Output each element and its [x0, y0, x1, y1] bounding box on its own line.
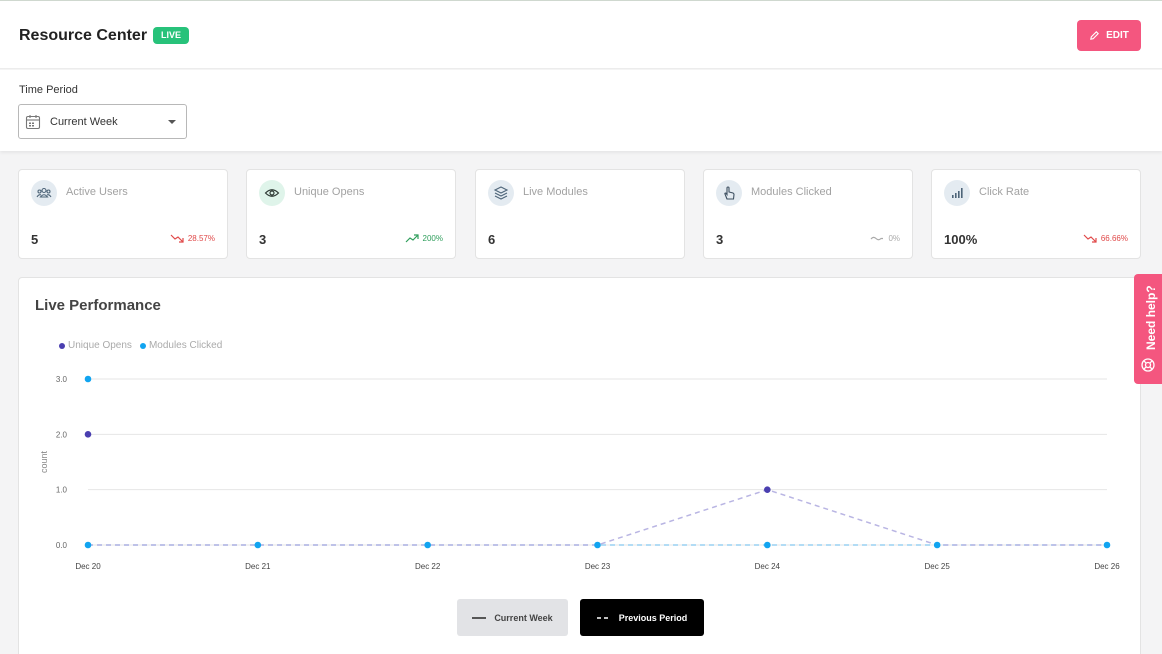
data-point-previous [594, 541, 601, 549]
x-tick-label: Dec 25 [924, 562, 950, 571]
need-help-tab[interactable]: Need help? [1134, 274, 1162, 384]
legend-item[interactable]: Modules Clicked [139, 340, 223, 351]
solid-line-icon [472, 616, 487, 619]
calendar-icon [25, 115, 41, 130]
stat-change-value: 200% [422, 234, 443, 243]
lifebuoy-icon [1141, 358, 1155, 372]
line-chart: 0.0 1.0 2.0 3.0 Dec 20 Dec 21 Dec 22 Dec 23 Dec … [39, 375, 1120, 571]
data-point-previous [1103, 541, 1111, 549]
data-point-previous [424, 541, 431, 549]
current-week-label: Current Week [494, 612, 553, 623]
time-period-label: Time Period [19, 84, 78, 96]
y-tick-label: 2.0 [56, 430, 68, 439]
x-tick-label: Dec 20 [75, 562, 101, 571]
pencil-icon [1090, 31, 1100, 40]
stat-change: 0% [870, 234, 900, 243]
filter-bar: Time Period Current Week [0, 70, 1162, 151]
data-point-previous [84, 541, 92, 549]
previous-period-label: Previous Period [618, 612, 688, 623]
edit-label: EDIT [1106, 30, 1129, 41]
eye-icon [259, 180, 285, 206]
stat-card-modules-clicked: Modules Clicked 3 0% [703, 169, 913, 259]
live-performance-panel: Live Performance Unique Opens Modules Cl… [18, 277, 1141, 654]
legend-swatch [139, 342, 146, 349]
y-tick-label: 1.0 [56, 486, 68, 495]
y-tick-label: 0.0 [56, 541, 68, 550]
stat-value: 3 [259, 232, 267, 247]
time-period-select[interactable]: Current Week [18, 104, 187, 139]
stat-change-value: 28.57% [187, 234, 215, 243]
chevron-down-icon [168, 120, 176, 124]
page-title: Resource Center [19, 27, 148, 44]
top-border [0, 0, 1162, 1]
data-point-current [84, 431, 92, 438]
dashed-line-icon [596, 616, 611, 619]
stat-value: 100% [944, 232, 978, 247]
stat-change: 66.66% [1083, 234, 1128, 243]
x-tick-label: Dec 23 [585, 562, 611, 571]
stat-change: 28.57% [170, 234, 215, 243]
edit-button[interactable]: EDIT [1077, 20, 1141, 51]
layers-icon [488, 180, 514, 206]
data-point-current [84, 375, 92, 383]
trend-down-icon [1083, 234, 1097, 243]
stat-card-active-users: Active Users 5 28.57% [18, 169, 228, 259]
data-point-previous [933, 541, 941, 549]
trend-flat-icon [870, 236, 884, 241]
stat-value: 5 [31, 232, 39, 247]
trend-up-icon [405, 234, 419, 243]
x-tick-label: Dec 22 [415, 562, 441, 571]
stat-label: Live Modules [523, 186, 588, 198]
x-tick-label: Dec 24 [755, 562, 781, 571]
previous-period-toggle[interactable]: Previous Period [580, 599, 704, 636]
trend-down-icon [170, 234, 184, 243]
pointer-icon [716, 180, 742, 206]
y-tick-label: 3.0 [56, 375, 68, 384]
stat-card-click-rate: Click Rate 100% 66.66% [931, 169, 1141, 259]
series-line-previous [88, 488, 1107, 546]
panel-title: Live Performance [35, 297, 161, 314]
legend-swatch [59, 342, 65, 349]
legend-item[interactable]: Unique Opens [59, 340, 132, 351]
chart-legend: Unique Opens Modules Clicked [59, 340, 222, 351]
current-week-toggle[interactable]: Current Week [457, 599, 568, 636]
y-axis-label: count [39, 450, 49, 473]
stat-label: Click Rate [979, 186, 1030, 198]
data-point-previous [254, 541, 262, 549]
stat-label: Unique Opens [294, 186, 365, 198]
page-header: Resource Center LIVE EDIT [0, 1, 1162, 69]
x-tick-label: Dec 26 [1094, 562, 1120, 571]
data-point-previous [764, 486, 771, 493]
stat-value: 6 [488, 232, 496, 247]
data-point-previous [764, 541, 771, 549]
stat-change-value: 66.66% [1100, 234, 1128, 243]
stat-card-live-modules: Live Modules 6 [475, 169, 685, 259]
stat-card-unique-opens: Unique Opens 3 200% [246, 169, 456, 259]
time-period-value: Current Week [50, 116, 118, 128]
stat-change-value: 0% [888, 234, 900, 243]
x-tick-label: Dec 21 [245, 562, 271, 571]
legend-label: Modules Clicked [148, 340, 223, 351]
need-help-label: Need help? [1144, 285, 1158, 350]
stat-label: Modules Clicked [751, 186, 832, 198]
legend-label: Unique Opens [68, 340, 132, 351]
stat-value: 3 [716, 232, 724, 247]
stat-change: 200% [405, 234, 443, 243]
bar-chart-icon [944, 180, 970, 206]
stat-label: Active Users [66, 186, 128, 198]
status-badge: LIVE [153, 27, 190, 44]
users-icon [31, 180, 57, 206]
